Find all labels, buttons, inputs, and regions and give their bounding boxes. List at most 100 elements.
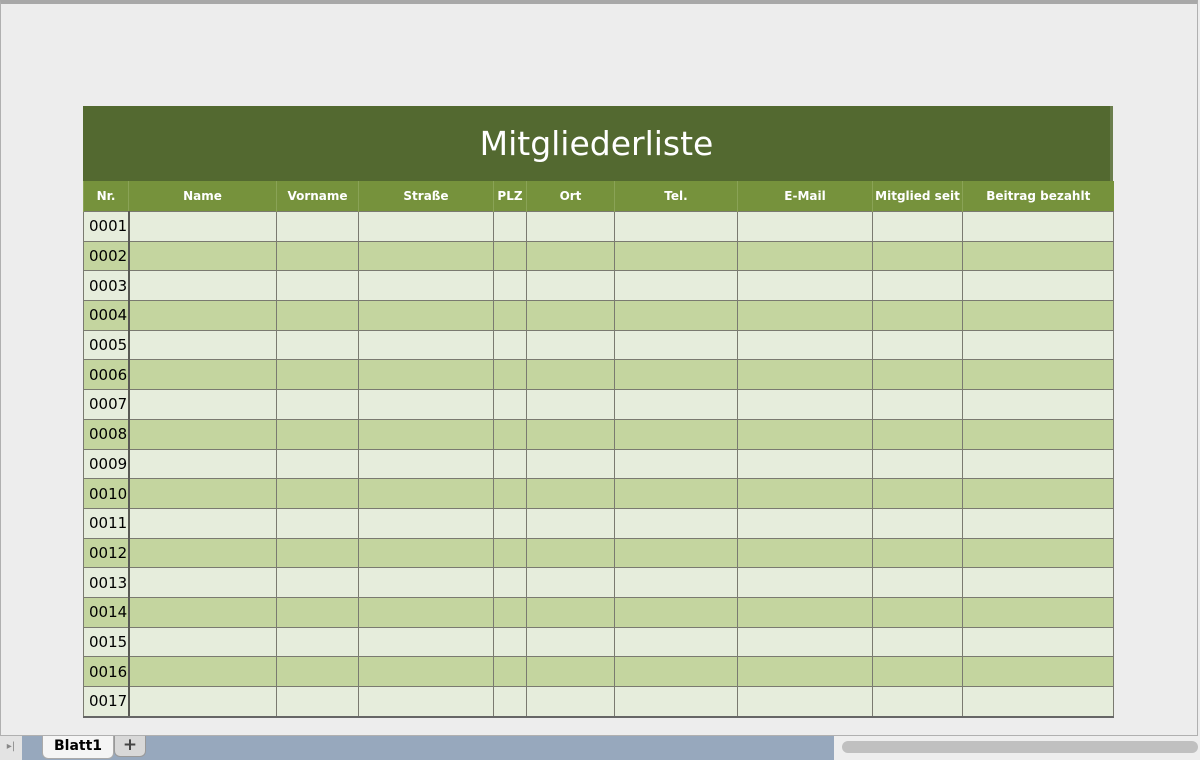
cell[interactable]: [962, 507, 1114, 539]
cell[interactable]: [737, 656, 873, 687]
cell[interactable]: [962, 448, 1114, 480]
member-number-cell[interactable]: 0005: [83, 329, 130, 361]
cell[interactable]: [737, 211, 873, 242]
cell[interactable]: [737, 270, 873, 302]
cell[interactable]: [614, 626, 738, 658]
member-number-cell[interactable]: 0014: [83, 596, 130, 628]
cell[interactable]: [358, 507, 494, 539]
cell[interactable]: [128, 300, 277, 331]
cell[interactable]: [737, 478, 873, 509]
cell[interactable]: [526, 240, 615, 272]
member-number-cell[interactable]: 0011: [83, 507, 130, 539]
cell[interactable]: [526, 448, 615, 480]
cell[interactable]: [276, 596, 359, 628]
member-number-cell[interactable]: 0004: [83, 300, 130, 331]
cell[interactable]: [737, 448, 873, 480]
cell[interactable]: [276, 685, 359, 718]
cell[interactable]: [276, 626, 359, 658]
member-number-cell[interactable]: 0001: [83, 211, 130, 242]
horizontal-scrollbar[interactable]: [842, 741, 1198, 753]
cell[interactable]: [276, 389, 359, 420]
cell[interactable]: [276, 211, 359, 242]
cell[interactable]: [962, 300, 1114, 331]
cell[interactable]: [526, 389, 615, 420]
cell[interactable]: [737, 389, 873, 420]
cell[interactable]: [358, 656, 494, 687]
cell[interactable]: [493, 507, 527, 539]
cell[interactable]: [493, 389, 527, 420]
cell[interactable]: [614, 478, 738, 509]
cell[interactable]: [614, 418, 738, 450]
cell[interactable]: [872, 656, 963, 687]
cell[interactable]: [128, 596, 277, 628]
cell[interactable]: [493, 418, 527, 450]
cell[interactable]: [872, 596, 963, 628]
cell[interactable]: [614, 656, 738, 687]
cell[interactable]: [128, 240, 277, 272]
cell[interactable]: [614, 389, 738, 420]
cell[interactable]: [493, 478, 527, 509]
cell[interactable]: [493, 448, 527, 480]
column-header[interactable]: Tel.: [614, 181, 738, 212]
cell[interactable]: [276, 537, 359, 569]
cell[interactable]: [526, 359, 615, 391]
cell[interactable]: [128, 389, 277, 420]
cell[interactable]: [962, 359, 1114, 391]
column-header[interactable]: PLZ: [493, 181, 527, 212]
cell[interactable]: [737, 567, 873, 598]
cell[interactable]: [737, 626, 873, 658]
sheet-nav-button[interactable]: ▸|: [0, 736, 22, 760]
cell[interactable]: [128, 329, 277, 361]
cell[interactable]: [358, 567, 494, 598]
cell[interactable]: [737, 507, 873, 539]
member-number-cell[interactable]: 0002: [83, 240, 130, 272]
cell[interactable]: [872, 270, 963, 302]
cell[interactable]: [614, 359, 738, 391]
column-header[interactable]: Vorname: [276, 181, 359, 212]
cell[interactable]: [614, 596, 738, 628]
cell[interactable]: [872, 300, 963, 331]
cell[interactable]: [737, 418, 873, 450]
cell[interactable]: [614, 567, 738, 598]
cell[interactable]: [128, 507, 277, 539]
cell[interactable]: [872, 567, 963, 598]
cell[interactable]: [276, 240, 359, 272]
cell[interactable]: [614, 329, 738, 361]
add-sheet-button[interactable]: +: [114, 736, 146, 757]
cell[interactable]: [128, 418, 277, 450]
cell[interactable]: [526, 626, 615, 658]
cell[interactable]: [962, 389, 1114, 420]
cell[interactable]: [526, 329, 615, 361]
cell[interactable]: [493, 300, 527, 331]
cell[interactable]: [737, 300, 873, 331]
cell[interactable]: [962, 685, 1114, 718]
cell[interactable]: [872, 211, 963, 242]
cell[interactable]: [526, 211, 615, 242]
cell[interactable]: [962, 270, 1114, 302]
cell[interactable]: [872, 359, 963, 391]
column-header[interactable]: Nr.: [83, 181, 129, 212]
cell[interactable]: [526, 656, 615, 687]
cell[interactable]: [526, 507, 615, 539]
cell[interactable]: [493, 359, 527, 391]
cell[interactable]: [276, 478, 359, 509]
cell[interactable]: [493, 596, 527, 628]
cell[interactable]: [614, 211, 738, 242]
cell[interactable]: [962, 478, 1114, 509]
cell[interactable]: [872, 626, 963, 658]
cell[interactable]: [737, 359, 873, 391]
cell[interactable]: [737, 596, 873, 628]
cell[interactable]: [526, 300, 615, 331]
cell[interactable]: [358, 211, 494, 242]
member-number-cell[interactable]: 0010: [83, 478, 130, 509]
cell[interactable]: [358, 418, 494, 450]
cell[interactable]: [493, 537, 527, 569]
member-number-cell[interactable]: 0016: [83, 656, 130, 687]
cell[interactable]: [358, 300, 494, 331]
cell[interactable]: [872, 389, 963, 420]
cell[interactable]: [276, 567, 359, 598]
cell[interactable]: [614, 537, 738, 569]
cell[interactable]: [737, 537, 873, 569]
cell[interactable]: [526, 270, 615, 302]
cell[interactable]: [872, 329, 963, 361]
